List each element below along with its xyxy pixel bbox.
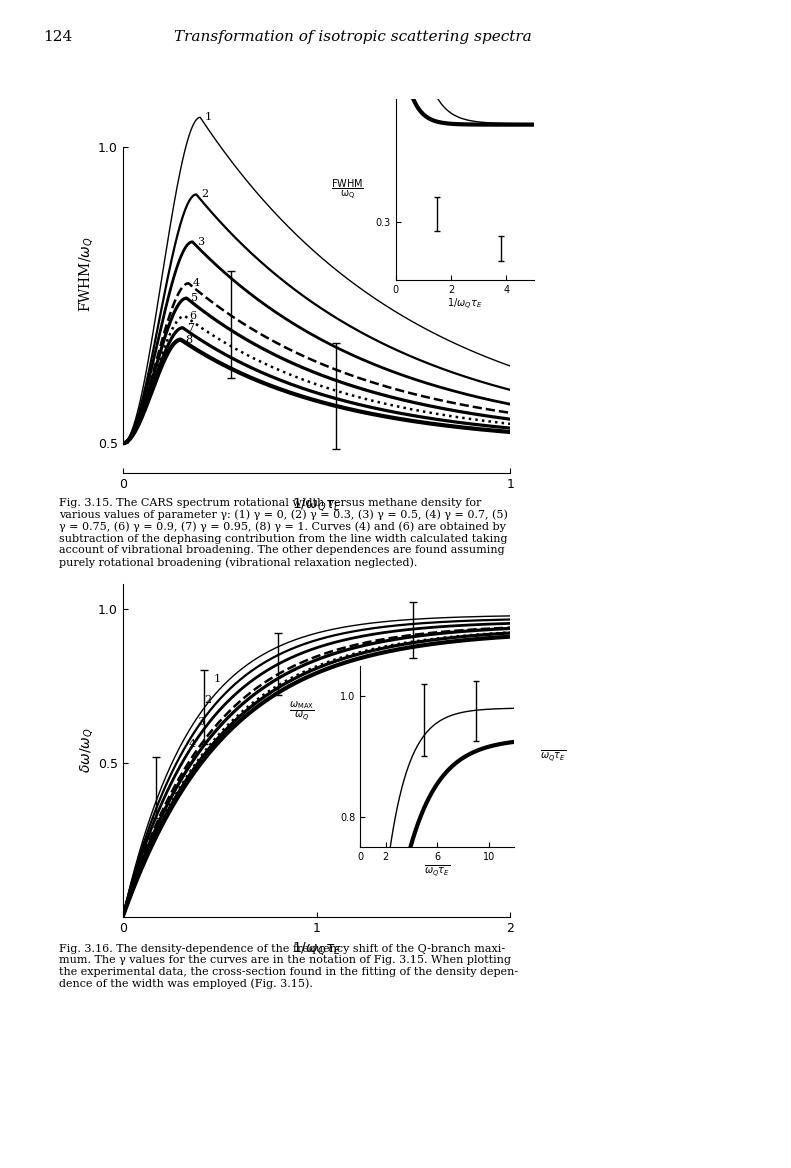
Text: 3: 3 (197, 237, 204, 246)
Text: Transformation of isotropic scattering spectra: Transformation of isotropic scattering s… (174, 30, 532, 44)
Text: $\dfrac{\rm FWHM}{\omega_Q}$: $\dfrac{\rm FWHM}{\omega_Q}$ (331, 178, 364, 202)
X-axis label: $\overline{\omega_Q\tau_E}$: $\overline{\omega_Q\tau_E}$ (424, 863, 450, 880)
Text: Fig. 3.15. The CARS spectrum rotational width versus methane density for
various: Fig. 3.15. The CARS spectrum rotational … (59, 498, 508, 568)
Text: Fig. 3.16. The density-dependence of the frequency shift of the Q-branch maxi-
m: Fig. 3.16. The density-dependence of the… (59, 944, 518, 989)
Text: 3: 3 (196, 717, 204, 726)
Text: 2: 2 (201, 189, 208, 200)
Text: 7: 7 (187, 322, 195, 333)
Text: 8: 8 (185, 335, 192, 345)
Text: 5: 5 (191, 293, 199, 304)
Y-axis label: FWHM/$\omega_Q$: FWHM/$\omega_Q$ (77, 237, 95, 312)
Text: 124: 124 (44, 30, 73, 44)
Text: 4: 4 (189, 739, 196, 749)
Text: 2: 2 (204, 695, 211, 705)
Text: $\dfrac{\omega_{\rm MAX}}{\omega_Q}$: $\dfrac{\omega_{\rm MAX}}{\omega_Q}$ (289, 700, 314, 723)
Text: 1: 1 (214, 674, 221, 683)
X-axis label: $1/\omega_Q\tau_E$: $1/\omega_Q\tau_E$ (292, 940, 341, 958)
X-axis label: $1/\omega_Q\tau_E$: $1/\omega_Q\tau_E$ (447, 297, 483, 312)
Text: 6: 6 (189, 311, 196, 321)
Text: 4: 4 (193, 278, 200, 288)
X-axis label: $1/\omega_Q\tau_E$: $1/\omega_Q\tau_E$ (292, 496, 341, 514)
Text: $\overline{\omega_Q\tau_E}$: $\overline{\omega_Q\tau_E}$ (539, 749, 566, 764)
Text: 1: 1 (205, 112, 212, 123)
Y-axis label: $\delta\omega/\omega_Q$: $\delta\omega/\omega_Q$ (78, 728, 95, 773)
